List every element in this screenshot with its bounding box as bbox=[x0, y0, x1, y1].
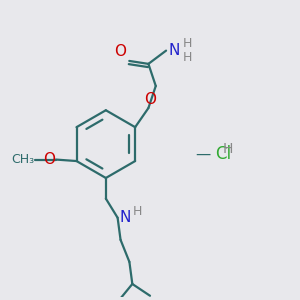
Text: H: H bbox=[182, 52, 192, 64]
Text: Cl: Cl bbox=[215, 146, 231, 164]
Text: CH₃: CH₃ bbox=[11, 153, 34, 166]
Text: O: O bbox=[43, 152, 55, 167]
Text: —: — bbox=[195, 147, 211, 162]
Text: H: H bbox=[182, 37, 192, 50]
Text: N: N bbox=[168, 43, 180, 58]
Text: N: N bbox=[119, 210, 130, 225]
Text: O: O bbox=[114, 44, 126, 59]
Text: H: H bbox=[222, 142, 232, 155]
Text: O: O bbox=[144, 92, 156, 106]
Text: H: H bbox=[132, 205, 142, 218]
